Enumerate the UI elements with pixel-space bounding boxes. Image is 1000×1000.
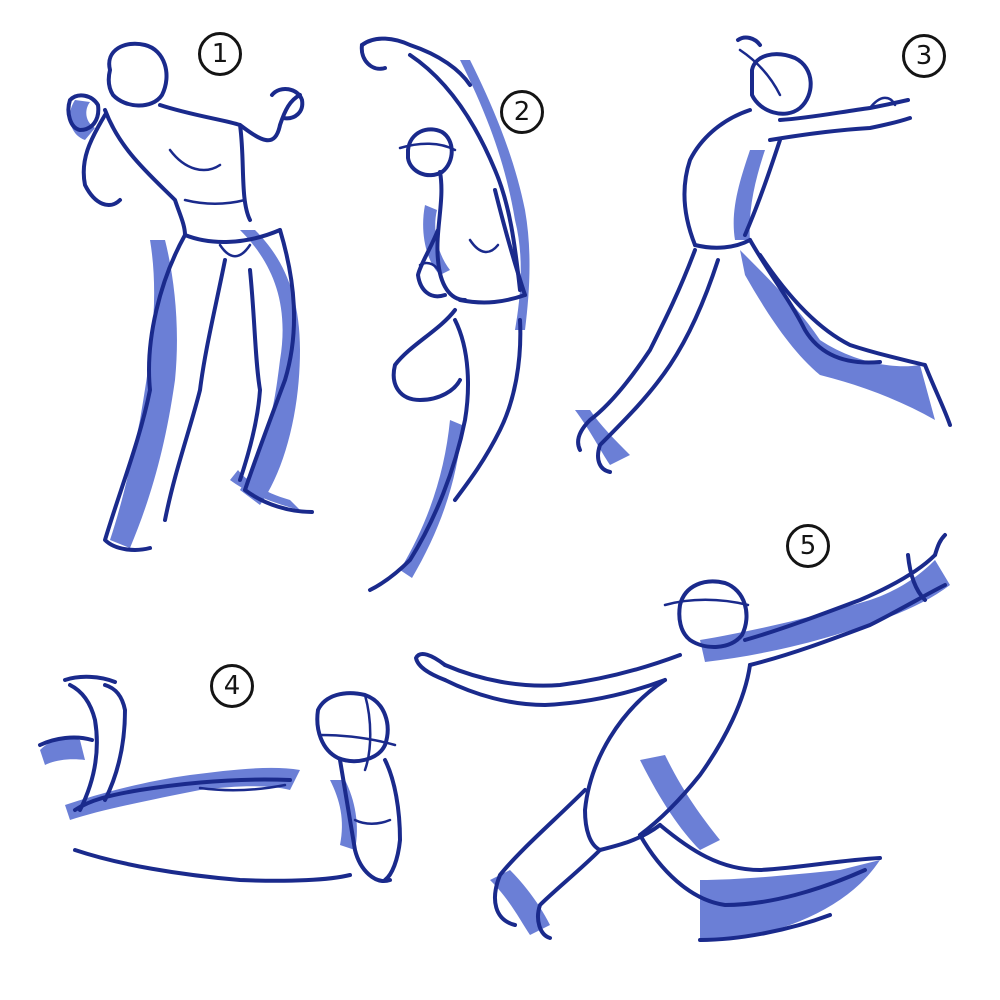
- figure-2-reaching: [359, 36, 530, 592]
- pose-number-5: 5: [786, 524, 830, 568]
- figure-4-lying: [38, 674, 402, 883]
- figure-5-leaping: [414, 533, 950, 942]
- pose-number-2: 2: [500, 90, 544, 134]
- pose-number-1: 1: [198, 32, 242, 76]
- pose-number-3: 3: [902, 34, 946, 78]
- figure-1-flexing: [66, 41, 314, 552]
- pose-number-4: 4: [210, 664, 254, 708]
- figure-3-lunge: [575, 35, 952, 474]
